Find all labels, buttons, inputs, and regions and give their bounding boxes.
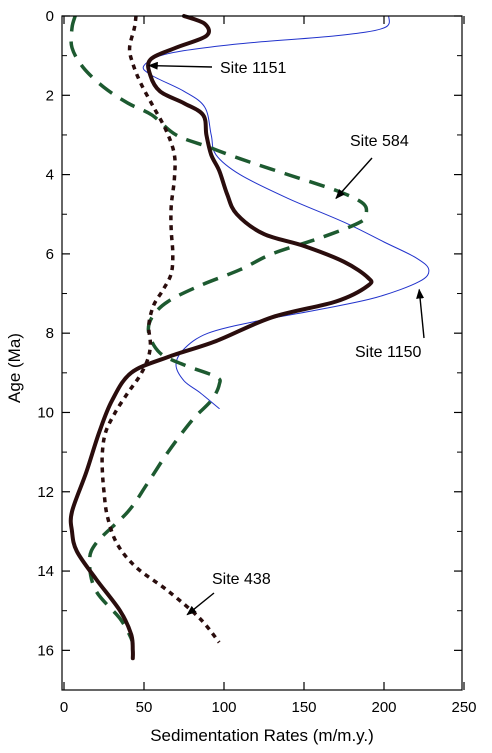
y-tick-label: 14 <box>37 563 54 580</box>
annotation-label-site-584: Site 584 <box>350 133 409 150</box>
x-tick-label: 0 <box>60 699 68 716</box>
y-tick-label: 10 <box>37 404 54 421</box>
y-tick-label: 2 <box>46 87 54 104</box>
y-tick-label: 4 <box>46 167 54 184</box>
y-tick-label: 16 <box>37 642 54 659</box>
x-tick-label: 150 <box>291 699 316 716</box>
y-axis-title: Age (Ma) <box>5 333 24 403</box>
x-axis-title: Sedimentation Rates (m/m.y.) <box>150 726 374 745</box>
x-tick-label: 250 <box>451 699 476 716</box>
series-line-site-1151 <box>68 14 374 661</box>
annotation-label-site-1150: Site 1150 <box>355 344 422 361</box>
annotation-arrow-site-1151 <box>147 61 213 70</box>
y-tick-label: 12 <box>37 484 54 501</box>
series-line-site-1150 <box>142 15 430 409</box>
series-layer <box>68 14 430 661</box>
y-tick-label: 0 <box>46 8 54 25</box>
x-tick-label: 50 <box>136 699 153 716</box>
series-line-site-584 <box>69 15 369 647</box>
series-line-site-438 <box>100 15 221 644</box>
annotation-label-site-438: Site 438 <box>212 571 271 588</box>
annotation-arrow-site-1150 <box>416 288 425 339</box>
y-tick-label: 8 <box>46 325 54 342</box>
plot-frame <box>61 15 463 691</box>
annotation-arrow-site-584 <box>335 157 373 200</box>
x-axis-ticks: 0 50 100 150 200 250 <box>60 16 477 716</box>
annotation-arrow-site-438 <box>186 592 215 616</box>
annotation-layer: Site 1151 Site 584 Site 1150 Site 438 <box>147 60 425 616</box>
y-axis-ticks: 0 2 4 6 8 10 12 14 16 <box>37 8 462 691</box>
annotation-label-site-1151: Site 1151 <box>220 60 287 77</box>
x-tick-label: 100 <box>211 699 236 716</box>
y-tick-label: 6 <box>46 246 54 263</box>
x-tick-label: 200 <box>371 699 396 716</box>
